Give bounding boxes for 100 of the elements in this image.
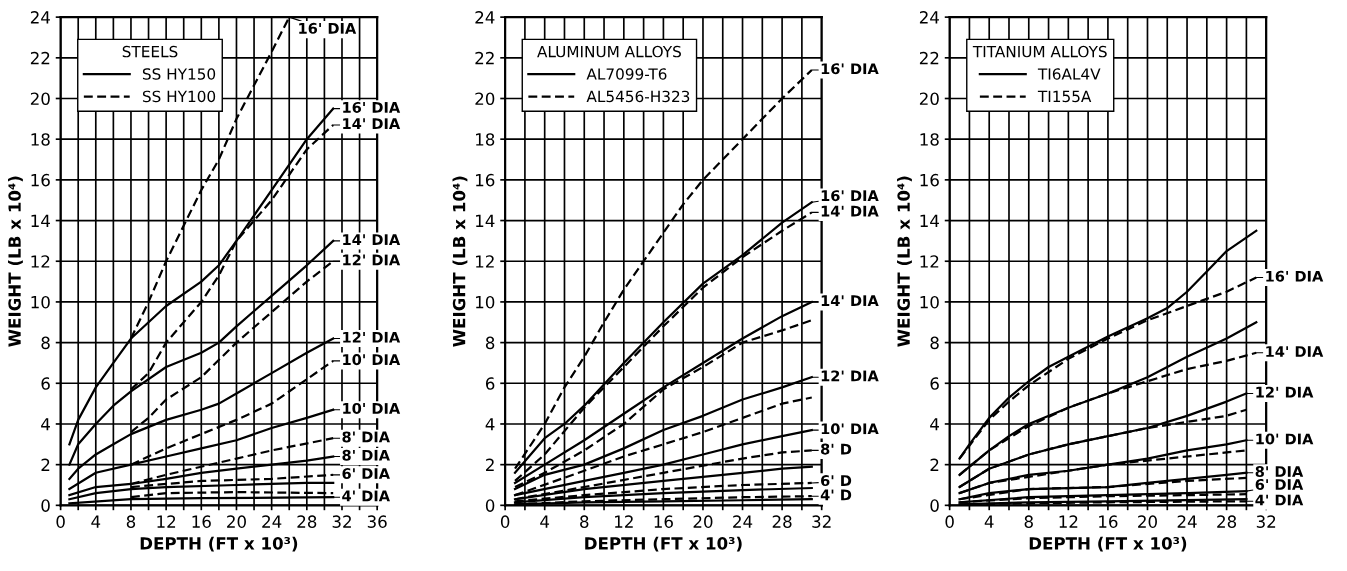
x-tick-label: 8 [126,515,136,528]
y-tick-label: 22 [475,51,494,65]
y-tick-label: 6 [41,377,50,390]
annotation: 10' DIA [821,423,879,435]
annotation: 4' DIA [342,490,390,502]
x-tick-label: 20 [693,515,713,528]
legend-label: SS HY100 [142,90,216,103]
annotation: 16' DIA [821,63,879,75]
x-tick-label: 20 [227,515,246,528]
annotation: 14' DIA [343,234,401,245]
annotation: 10' DIA [343,354,401,366]
y-tick-label: 18 [920,133,939,146]
y-tick-label: 16 [476,173,495,187]
x-tick-label: 0 [945,515,954,528]
y-axis-title: WEIGHT (LB x 10⁴) [897,176,912,347]
annotation: 6' DIA [1255,478,1304,491]
x-tick-label: 0 [56,515,65,528]
x-tick-label: 36 [367,515,387,528]
y-tick-label: 20 [475,92,495,106]
legend-label: TI155A [1037,90,1092,103]
legend-label: AL5456-H323 [586,90,690,103]
annotation: 14' DIA [343,118,401,129]
legend-title: STEELS [122,45,178,58]
x-axis-title: DEPTH (FT x 10³) [585,536,742,552]
annotation: 10' DIA [343,402,401,414]
annotation: 16' DIA [299,22,357,34]
x-tick-label: 4 [984,515,994,528]
x-tick-label: 12 [157,515,176,528]
y-tick-label: 6 [930,377,939,390]
annotation: 14' DIA [1266,346,1324,357]
x-tick-label: 24 [262,515,282,528]
y-tick-label: 0 [930,499,939,512]
y-tick-label: 2 [486,458,494,471]
y-tick-label: 8 [930,336,939,350]
annotation: 14' DIA [821,205,879,217]
x-tick-label: 4 [540,515,550,528]
x-tick-label: 0 [500,515,510,528]
annotation: 12' DIA [343,331,401,343]
y-tick-label: 12 [31,255,50,268]
annotation: 12' DIA [1256,386,1314,398]
x-tick-label: 32 [1256,515,1276,528]
annotation: 14' DIA [821,295,879,306]
y-tick-label: 6 [485,377,495,390]
x-tick-label: 20 [1138,515,1157,528]
y-tick-label: 22 [919,51,939,65]
x-tick-label: 24 [1177,515,1197,528]
annotation: 16' DIA [821,190,879,202]
legend-label: SS HY150 [142,68,216,80]
y-tick-label: 14 [476,214,495,227]
annotation: 6' DIA [342,468,390,480]
y-axis-title: WEIGHT (LB x 10⁴) [452,176,468,347]
annotation: 8' DIA [342,431,390,443]
y-tick-label: 16 [920,173,939,187]
y-tick-label: 10 [920,295,939,309]
y-tick-label: 20 [919,92,939,106]
annotation: 12' DIA [343,254,401,266]
annotation: 10' DIA [1256,433,1314,445]
x-tick-label: 4 [91,515,101,528]
legend-title: TITANIUM ALLOYS [972,45,1107,58]
x-tick-label: 32 [812,515,831,528]
y-tick-label: 10 [476,295,495,309]
annotation: 16' DIA [343,101,401,113]
y-tick-label: 20 [30,92,50,106]
x-tick-label: 32 [332,515,351,528]
annotation: 8' DIA [1255,465,1304,478]
y-tick-label: 8 [41,336,50,350]
x-tick-label: 28 [297,515,317,528]
y-tick-label: 18 [31,133,50,146]
y-tick-label: 24 [919,11,939,24]
annotation: 8' DIA [342,449,390,461]
legend-label: AL7099-T6 [586,68,667,80]
y-tick-label: 14 [31,214,50,227]
legend-label: TI6AL4V [1037,68,1101,80]
x-tick-label: 8 [1024,515,1033,528]
y-tick-label: 4 [41,418,50,431]
y-tick-label: 18 [476,133,495,146]
annotation: 16' DIA [1266,270,1324,282]
x-axis-title: DEPTH (FT x 10³) [1029,536,1187,552]
annotation: 4' D [820,489,852,501]
x-tick-label: 12 [1059,515,1078,528]
annotation: 4' DIA [1255,494,1304,506]
x-tick-label: 8 [580,515,589,528]
y-axis-title: WEIGHT (LB x 10⁴) [8,176,23,347]
y-tick-label: 4 [485,418,495,431]
annotation: 6' D [821,475,852,487]
x-tick-label: 28 [772,515,792,528]
x-axis-title: DEPTH (FT x 10³) [140,536,298,552]
y-tick-label: 24 [475,11,495,24]
y-tick-label: 12 [920,255,939,268]
annotation: 8' D [821,443,852,455]
y-tick-label: 0 [485,499,495,512]
y-tick-label: 4 [930,418,939,431]
y-tick-label: 8 [485,336,495,350]
y-tick-label: 10 [31,295,50,309]
annotation: 12' DIA [821,370,879,382]
x-tick-label: 16 [192,515,211,528]
y-tick-label: 22 [30,51,50,65]
x-tick-label: 16 [1099,515,1118,528]
y-tick-label: 2 [930,458,939,471]
legend-title: ALUMINUM ALLOYS [537,45,681,58]
